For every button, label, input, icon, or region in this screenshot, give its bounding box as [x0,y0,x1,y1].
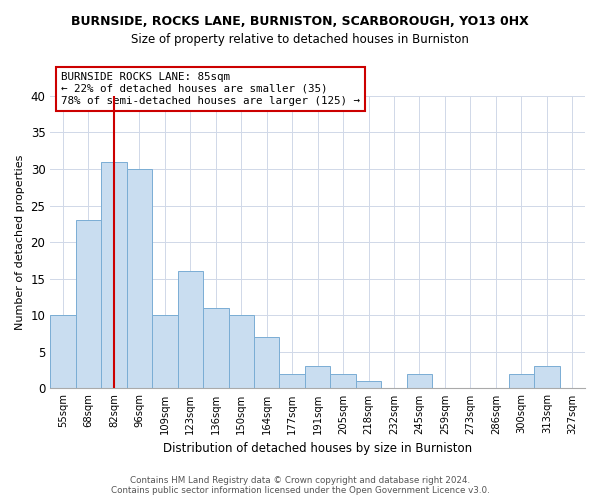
Bar [331,374,356,388]
Text: Size of property relative to detached houses in Burniston: Size of property relative to detached ho… [131,32,469,46]
X-axis label: Distribution of detached houses by size in Burniston: Distribution of detached houses by size … [163,442,472,455]
Bar [203,308,229,388]
Text: Contains HM Land Registry data © Crown copyright and database right 2024.
Contai: Contains HM Land Registry data © Crown c… [110,476,490,495]
Bar [76,220,101,388]
Y-axis label: Number of detached properties: Number of detached properties [15,154,25,330]
Bar [254,337,280,388]
Bar [509,374,534,388]
Text: BURNSIDE, ROCKS LANE, BURNISTON, SCARBOROUGH, YO13 0HX: BURNSIDE, ROCKS LANE, BURNISTON, SCARBOR… [71,15,529,28]
Bar [305,366,331,388]
Bar [356,381,382,388]
Bar [229,316,254,388]
Bar [152,316,178,388]
Bar [280,374,305,388]
Bar [50,316,76,388]
Bar [534,366,560,388]
Text: BURNSIDE ROCKS LANE: 85sqm
← 22% of detached houses are smaller (35)
78% of semi: BURNSIDE ROCKS LANE: 85sqm ← 22% of deta… [61,72,360,106]
Bar [407,374,432,388]
Bar [127,169,152,388]
Bar [178,272,203,388]
Bar [101,162,127,388]
